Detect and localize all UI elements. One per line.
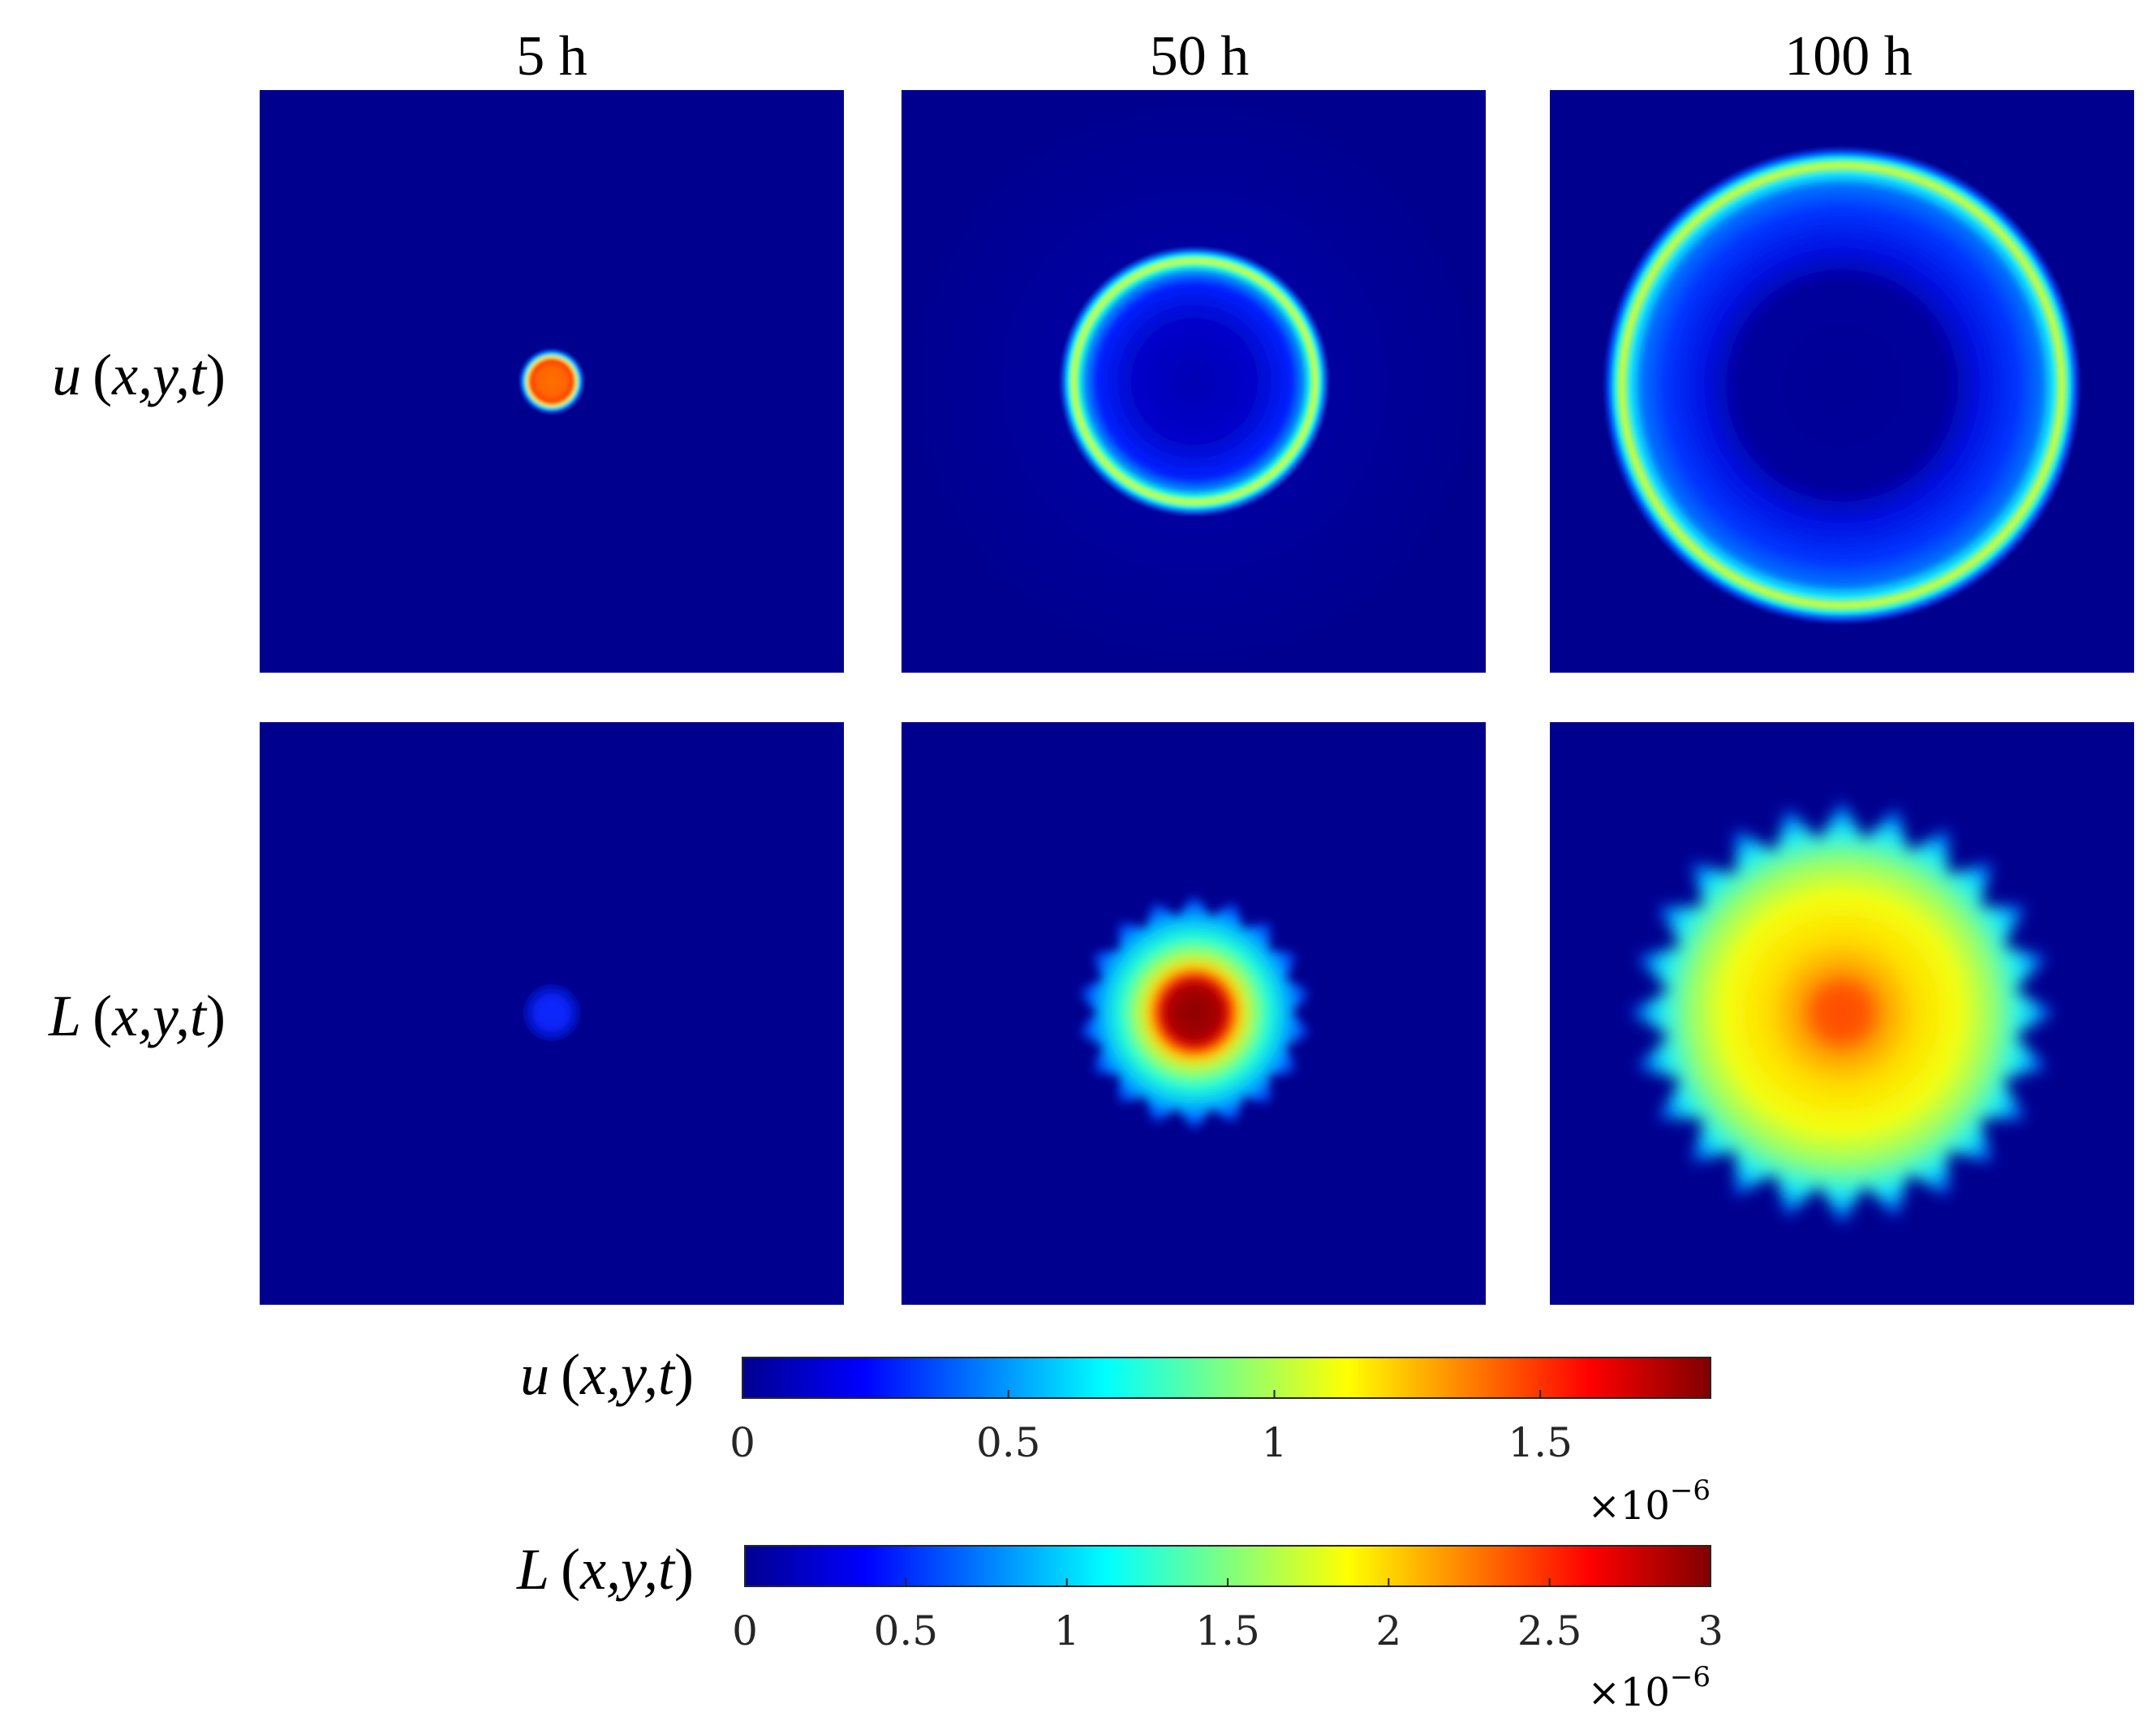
colorbar-L-tick-label: 1.5 (1195, 1607, 1260, 1654)
row-label-u-name: u (52, 342, 81, 407)
panel-u-50h-field (909, 96, 1480, 667)
colorbar-L-tick-label: 0.5 (874, 1607, 939, 1654)
colorbar-u-tick-label: 1.5 (1508, 1419, 1573, 1466)
colorbar-L-label-name: L (516, 1537, 549, 1602)
colorbar-L-tick-label: 2 (1375, 1607, 1401, 1654)
colorbar-L-label-args: x,y,t (579, 1537, 676, 1602)
column-title-100h: 100 h (1784, 25, 1913, 88)
row-label-L-name: L (48, 983, 81, 1048)
panel-u-100h (1550, 90, 2134, 673)
panel-u-5h (260, 90, 844, 673)
colorbar-L-label: L (x,y,t) (516, 1537, 694, 1602)
row-label-L-args: x,y,t (111, 983, 208, 1048)
row-label-L: L (x,y,t) (48, 983, 226, 1048)
panel-L-100h (1550, 722, 2134, 1305)
panel-L-50h-field (1076, 893, 1313, 1133)
colorbar-u-tick-label: 1 (1262, 1419, 1288, 1466)
colorbar-u-multiplier-base: ×10 (1588, 1483, 1670, 1529)
row-label-u-args: x,y,t (111, 342, 208, 407)
column-title-50h: 50 h (1150, 25, 1250, 88)
colorbar-L-tick-label: 1 (1054, 1607, 1080, 1654)
colorbar-L-ticks: 0 0.5 1 1.5 2 2.5 3 (732, 1578, 1724, 1654)
colorbar-u-ticks: 0 0.5 1 1.5 (729, 1390, 1573, 1466)
colorbar-u-multiplier: ×10−6 (1588, 1474, 1711, 1529)
colorbar-L-tick-label: 3 (1698, 1607, 1724, 1654)
colorbar-L: L (x,y,t) 0 0.5 1 1.5 2 2.5 3 ×10−6 (516, 1537, 1724, 1715)
colorbar-u-gradient (742, 1357, 1711, 1399)
panel-L-100h-field (1629, 800, 2055, 1225)
column-title-5h: 5 h (516, 25, 587, 88)
colorbar-u-label: u (x,y,t) (520, 1342, 694, 1407)
panel-u-50h (902, 90, 1486, 673)
colorbar-u-label-args: x,y,t (579, 1342, 676, 1407)
colorbar-L-multiplier-base: ×10 (1588, 1670, 1670, 1715)
panel-L-5h-field (522, 983, 582, 1043)
panel-u-100h-field (1558, 101, 2126, 669)
panel-u-5h-field (300, 130, 803, 633)
colorbar-u-label-name: u (520, 1342, 549, 1407)
colorbar-u: u (x,y,t) 0 0.5 1 1.5 ×10−6 (520, 1342, 1711, 1529)
colorbar-u-tick-label: 0.5 (976, 1419, 1041, 1466)
colorbar-u-tick-label: 0 (729, 1419, 755, 1466)
panel-L-5h (260, 722, 844, 1305)
colorbar-L-multiplier: ×10−6 (1588, 1661, 1711, 1715)
colorbar-L-tick-label: 0 (732, 1607, 758, 1654)
colorbar-L-exponent: −6 (1670, 1661, 1711, 1693)
panel-L-50h (902, 722, 1486, 1305)
colorbar-L-tick-label: 2.5 (1517, 1607, 1582, 1654)
row-label-u: u (x,y,t) (52, 342, 226, 407)
colorbar-u-exponent: −6 (1670, 1474, 1711, 1507)
